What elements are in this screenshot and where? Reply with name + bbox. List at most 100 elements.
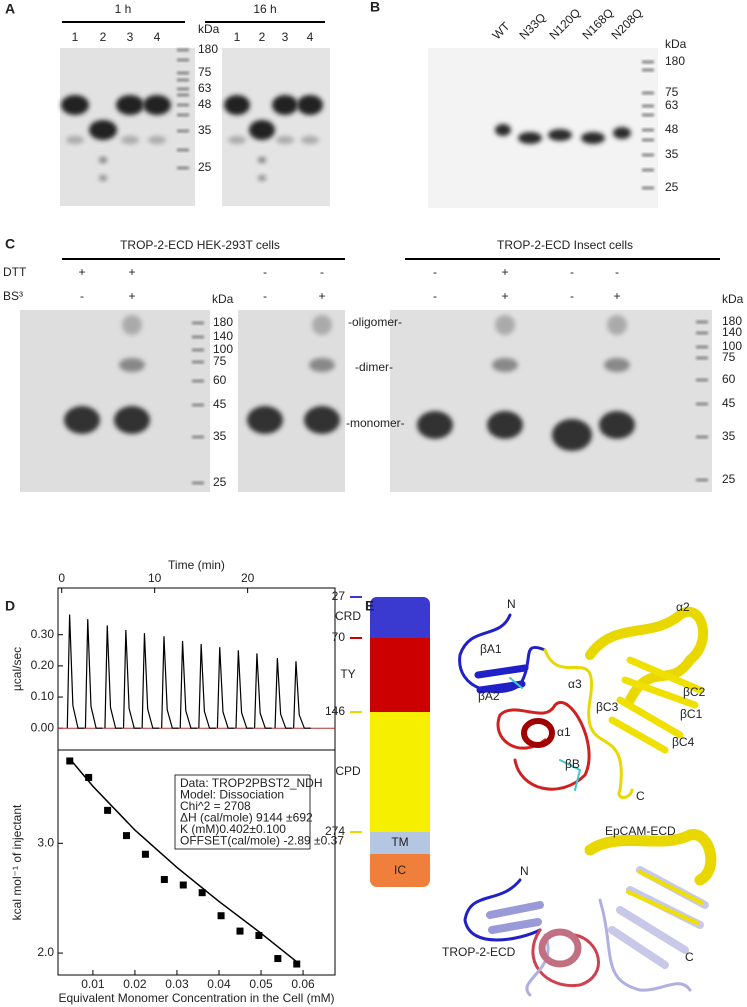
x-tick-label: 10	[148, 571, 162, 585]
sign: -	[263, 289, 267, 303]
sign: -	[320, 265, 324, 279]
marker-label: 75	[665, 85, 679, 99]
ladder-band	[696, 320, 708, 324]
gel-band	[552, 419, 592, 451]
y-tick-label: 0.20	[31, 658, 55, 672]
marker-label: 180	[665, 54, 685, 68]
ladder-band	[696, 402, 708, 406]
ladder-band	[642, 104, 654, 108]
domain-label: CRD	[335, 609, 361, 623]
fit-report-line: OFFSET(cal/mole) -2.89 ±0.37	[180, 834, 344, 848]
marker-label: 25	[213, 475, 227, 489]
marker-label: 60	[213, 373, 227, 387]
plot-frame	[57, 749, 336, 976]
marker-label: 25	[722, 472, 736, 486]
ladder-band	[192, 481, 204, 485]
cpd-block	[370, 712, 430, 832]
group-label: 1 h	[115, 2, 132, 16]
gel	[222, 48, 330, 206]
lane-label: 3	[282, 30, 289, 44]
annotation: -monomer-	[346, 416, 405, 430]
bar-label: IC	[394, 863, 406, 877]
data-point	[66, 757, 74, 765]
gel	[238, 310, 345, 492]
group-label: TROP-2-ECD HEK-293T cells	[120, 238, 280, 252]
data-point	[85, 773, 93, 781]
marker-label: 25	[198, 160, 212, 174]
marker-label: 75	[198, 65, 212, 79]
marker-label: 35	[213, 429, 227, 443]
gel-band	[301, 136, 319, 144]
x-tick-label: 0	[58, 571, 65, 585]
lane-label: 1	[72, 30, 79, 44]
structure-label: TROP-2-ECD	[442, 945, 516, 959]
x-tick-label: 0.05	[249, 977, 273, 991]
row-label: DTT	[3, 265, 27, 279]
gel-band	[99, 175, 107, 181]
sign: -	[615, 265, 619, 279]
panel-label: A	[5, 1, 15, 17]
data-point	[293, 960, 301, 968]
gel-band	[548, 129, 572, 141]
injection-peak	[161, 636, 179, 729]
y-tick-label: 2.0	[37, 945, 54, 959]
x-axis-label: Time (min)	[168, 558, 225, 572]
data-point	[104, 806, 112, 814]
gel-band	[607, 315, 627, 335]
y-axis-label: kcal mol⁻¹ of injectant	[10, 804, 24, 920]
structure-label: βB	[565, 757, 580, 771]
ladder-band	[696, 378, 708, 382]
marker-label: 75	[213, 354, 227, 368]
structure-label: βC3	[596, 700, 619, 714]
ty-block	[370, 638, 430, 712]
gel-band	[487, 411, 523, 439]
sign: +	[78, 265, 85, 279]
gel-band	[66, 136, 84, 144]
gel-band	[64, 406, 100, 434]
sign: +	[613, 289, 620, 303]
ladder-band	[177, 166, 189, 170]
gel-band	[417, 411, 453, 439]
data-point	[123, 832, 131, 840]
y-axis-label: µcal/sec	[10, 647, 24, 691]
injection-peak	[274, 658, 293, 729]
x-axis-label: Equivalent Monomer Concentration in the …	[58, 991, 334, 1005]
gel-band	[258, 157, 266, 163]
gel-band	[121, 136, 139, 144]
ladder-band	[642, 186, 654, 190]
x-tick-label: 0.01	[81, 977, 105, 991]
y-tick-label: 0.10	[31, 689, 55, 703]
gel-band	[309, 358, 335, 372]
structure-label: βC4	[672, 735, 695, 749]
residue-label: 70	[332, 630, 346, 644]
lane-label: N168Q	[579, 6, 616, 43]
fit-report-box	[174, 774, 311, 850]
injection-peak	[293, 661, 311, 729]
residue-label: 27	[332, 589, 346, 603]
sign: -	[433, 265, 437, 279]
data-point	[217, 912, 225, 920]
marker-label: 35	[198, 123, 212, 137]
injection-peak	[122, 630, 141, 729]
ladder-band	[696, 435, 708, 439]
lane-label: 4	[154, 30, 161, 44]
gel-band	[122, 315, 142, 335]
gel-band	[613, 127, 631, 139]
injection-peak	[253, 653, 272, 729]
sign: -	[433, 289, 437, 303]
ladder-band	[696, 356, 708, 360]
structure-label: βC2	[683, 685, 706, 699]
unit-label: kDa	[212, 292, 234, 306]
row-label: BS³	[3, 289, 23, 303]
panel-label: E	[365, 598, 374, 614]
marker-label: 180	[722, 314, 742, 328]
data-point	[255, 931, 263, 939]
sign: +	[501, 265, 508, 279]
injection-peak	[179, 640, 198, 729]
lane-label: 2	[100, 30, 107, 44]
x-tick-label: 20	[241, 571, 255, 585]
data-point	[198, 889, 206, 897]
residue-label: 274	[325, 824, 345, 838]
unit-label: kDa	[198, 22, 220, 36]
